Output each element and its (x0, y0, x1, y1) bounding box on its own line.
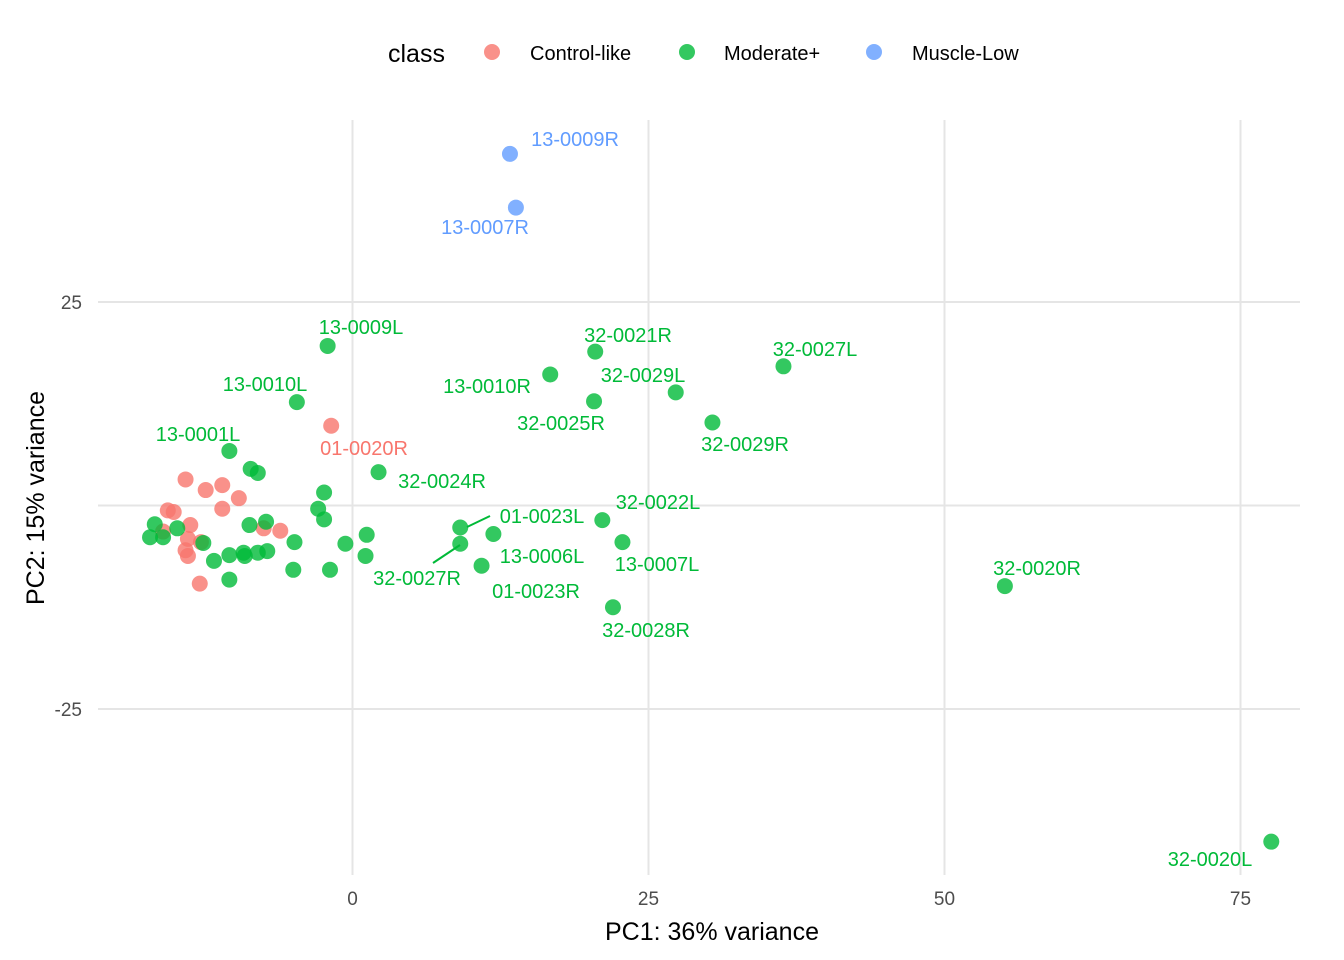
x-tick-label: 75 (1230, 889, 1251, 910)
legend-key (866, 44, 882, 60)
data-point (169, 520, 186, 537)
x-tick-label: 50 (934, 889, 955, 910)
point-label: 01-0023L (500, 506, 585, 528)
data-point (322, 561, 339, 578)
data-point (357, 547, 374, 564)
data-point (473, 557, 490, 574)
point-label: 32-0027L (773, 339, 858, 361)
point-labels: 01-0020R 13-0009L 13-0010L 13-0001L 32-0024R… (156, 129, 1253, 871)
data-point (182, 517, 199, 534)
data-point (155, 529, 172, 546)
legend-title: class (388, 40, 445, 68)
legend: class Control-like Moderate+ Muscle-Low (388, 40, 1019, 68)
legend-label: Moderate+ (724, 43, 820, 65)
data-point (1263, 833, 1280, 850)
x-tick-label: 25 (638, 889, 659, 910)
data-point (142, 529, 159, 546)
point-label: 32-0029L (601, 365, 686, 387)
grid-layer (98, 120, 1300, 875)
label-connector (466, 515, 491, 528)
y-tick-label: -25 (55, 700, 82, 721)
y-axis-title: PC2: 15% variance (22, 391, 50, 605)
data-point (205, 552, 222, 569)
data-point (197, 482, 214, 499)
data-point (285, 561, 302, 578)
legend-key (679, 44, 695, 60)
data-point (258, 513, 275, 530)
point-label: 32-0020L (1168, 849, 1253, 871)
data-point (236, 547, 253, 564)
point-label: 13-0009R (531, 129, 619, 151)
data-point (249, 464, 266, 481)
data-point (221, 571, 238, 588)
legend-label: Control-like (530, 43, 631, 65)
data-point (485, 525, 502, 542)
legend-key (484, 44, 500, 60)
data-point (586, 393, 603, 410)
point-label: 13-0007L (615, 554, 700, 576)
data-point (507, 199, 524, 216)
data-point (272, 522, 289, 539)
data-point (604, 599, 621, 616)
data-point (587, 343, 604, 360)
data-point (614, 534, 631, 551)
point-label: 32-0020R (993, 558, 1081, 580)
data-point (221, 547, 238, 564)
point-label: 32-0029R (701, 434, 789, 456)
data-point (230, 490, 247, 507)
data-point (214, 500, 231, 517)
point-label: 32-0024R (398, 471, 486, 493)
data-point (542, 366, 559, 383)
y-tick-label: 25 (61, 293, 82, 314)
legend-label: Muscle-Low (912, 43, 1019, 65)
data-point (501, 145, 518, 162)
tick-labels: 0 25 50 75 -25 25 (55, 293, 1252, 910)
data-point (195, 534, 212, 551)
point-label: 13-0001L (156, 424, 241, 446)
label-connector (432, 544, 461, 564)
data-point (316, 484, 333, 501)
point-label: 13-0009L (319, 317, 404, 339)
data-point (286, 534, 303, 551)
data-point (221, 442, 238, 459)
data-point (323, 417, 340, 434)
point-label: 01-0020R (320, 438, 408, 460)
point-label: 32-0022L (616, 492, 701, 514)
data-point (241, 517, 258, 534)
data-point (249, 544, 266, 561)
data-point (775, 358, 792, 375)
data-point (316, 511, 333, 528)
data-point (704, 414, 721, 431)
data-point (214, 477, 231, 494)
data-point (358, 526, 375, 543)
point-label: 01-0023R (492, 581, 580, 603)
data-point (370, 464, 387, 481)
data-point (165, 504, 182, 521)
point-label: 32-0027R (373, 568, 461, 590)
point-label: 13-0010L (223, 374, 308, 396)
data-point (996, 578, 1013, 595)
x-axis-title: PC1: 36% variance (605, 918, 819, 946)
point-label: 32-0025R (517, 413, 605, 435)
data-point (146, 516, 163, 533)
data-point (319, 337, 336, 354)
point-label: 13-0010R (443, 376, 531, 398)
data-point (452, 519, 469, 536)
data-point (594, 512, 611, 529)
data-point (288, 394, 305, 411)
point-label: 13-0006L (500, 546, 585, 568)
x-tick-label: 0 (347, 889, 358, 910)
data-points (142, 145, 1280, 850)
data-point (191, 575, 208, 592)
point-label: 32-0028R (602, 620, 690, 642)
data-point (177, 471, 194, 488)
data-point (179, 547, 196, 564)
data-point (667, 384, 684, 401)
data-point (337, 535, 354, 552)
point-label: 32-0021R (584, 325, 672, 347)
point-label: 13-0007R (441, 217, 529, 239)
